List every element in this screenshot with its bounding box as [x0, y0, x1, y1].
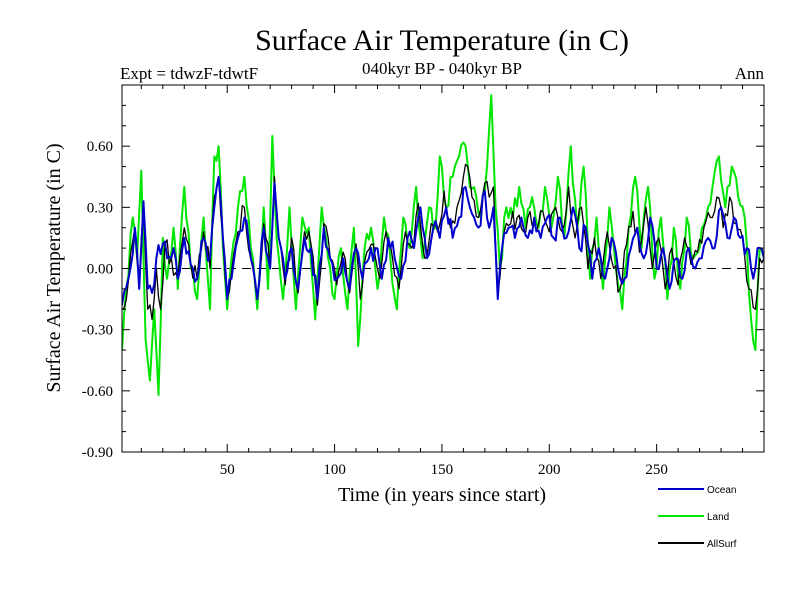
chart-subtitle: 040kyr BP - 040kyr BP [362, 59, 522, 78]
legend-label-land: Land [707, 512, 729, 523]
x-tick-label: 150 [431, 462, 454, 478]
x-tick-label: 100 [323, 462, 346, 478]
series-line-allsurf [122, 163, 764, 321]
experiment-label: Expt = tdwzF-tdwtF [120, 64, 258, 83]
series-line-land [122, 94, 764, 396]
legend-label-allsurf: AllSurf [707, 539, 737, 550]
x-tick-label: 50 [220, 462, 235, 478]
y-axis-label: Surface Air Temperature (in C) [43, 143, 65, 392]
x-tick-label: 200 [538, 462, 561, 478]
legend-label-ocean: Ocean [707, 485, 736, 496]
y-tick-label: -0.90 [82, 445, 113, 461]
y-tick-label: 0.60 [87, 139, 113, 155]
x-axis-label: Time (in years since start) [338, 484, 546, 506]
x-tick-label: 250 [645, 462, 668, 478]
y-tick-label: 0.30 [87, 200, 113, 216]
y-tick-label: -0.60 [82, 384, 113, 400]
y-tick-label: -0.30 [82, 323, 113, 339]
legend: Ocean Land AllSurf [658, 485, 737, 550]
y-tick-label: 0.00 [87, 262, 113, 278]
season-label: Ann [735, 64, 765, 83]
chart-title: Surface Air Temperature (in C) [255, 24, 629, 57]
series-line-ocean [122, 175, 764, 306]
plot-area: 50 100 150 200 250 -0.90 -0.60 -0.30 0.00 0.30 0.6… [82, 84, 765, 478]
